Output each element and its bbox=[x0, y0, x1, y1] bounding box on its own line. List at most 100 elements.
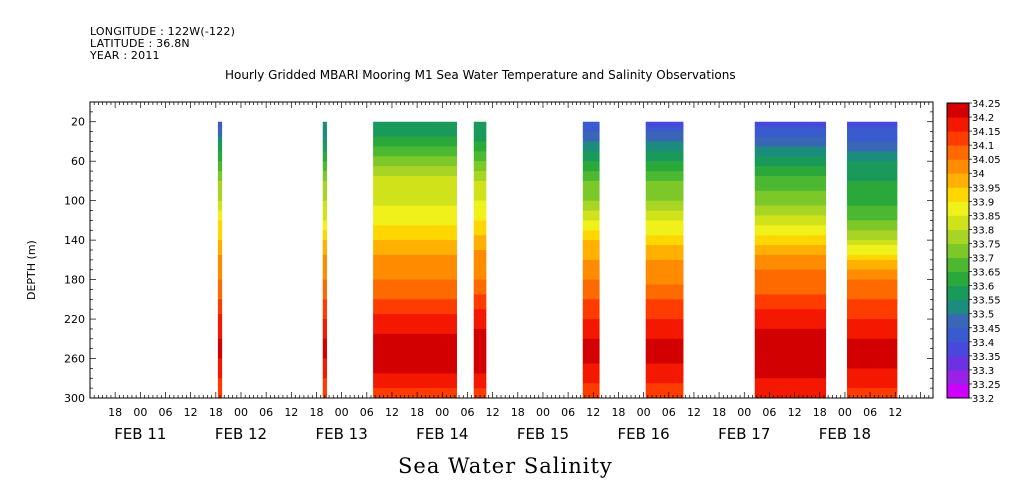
salinity-cell bbox=[754, 378, 827, 384]
salinity-cell bbox=[373, 284, 457, 290]
salinity-cell bbox=[373, 225, 457, 231]
salinity-cell bbox=[217, 309, 223, 315]
salinity-cell bbox=[847, 205, 898, 212]
salinity-cell bbox=[847, 279, 898, 286]
salinity-cell bbox=[373, 230, 457, 236]
salinity-cell bbox=[847, 338, 898, 345]
salinity-cell bbox=[754, 141, 827, 147]
salinity-cell bbox=[754, 136, 827, 142]
salinity-cell bbox=[373, 368, 457, 374]
salinity-cell bbox=[217, 348, 223, 355]
salinity-cell bbox=[847, 343, 898, 350]
x-day-label: FEB 17 bbox=[718, 425, 770, 443]
salinity-cell bbox=[754, 195, 827, 202]
salinity-cell bbox=[847, 363, 898, 369]
salinity-cell bbox=[473, 284, 487, 290]
salinity-cell bbox=[217, 156, 223, 162]
y-tick-label: 140 bbox=[64, 234, 85, 247]
salinity-cell bbox=[645, 254, 684, 261]
salinity-cell bbox=[373, 343, 457, 350]
salinity-cell bbox=[645, 185, 684, 192]
chart-title: Hourly Gridded MBARI Mooring M1 Sea Wate… bbox=[225, 68, 736, 82]
salinity-cell bbox=[217, 230, 223, 236]
x-tick-label: 06 bbox=[158, 406, 172, 419]
salinity-cell bbox=[322, 146, 327, 152]
salinity-cell bbox=[373, 259, 457, 266]
salinity-cell bbox=[754, 353, 827, 360]
salinity-cell bbox=[754, 309, 827, 315]
salinity-cell bbox=[847, 353, 898, 360]
salinity-cell bbox=[373, 245, 457, 251]
salinity-cell bbox=[473, 269, 487, 276]
salinity-cell bbox=[217, 319, 223, 325]
salinity-cell bbox=[847, 121, 898, 128]
salinity-cell bbox=[645, 240, 684, 246]
salinity-cell bbox=[847, 250, 898, 256]
salinity-cell bbox=[473, 363, 487, 369]
salinity-cell bbox=[582, 225, 600, 231]
salinity-cell bbox=[322, 126, 327, 133]
x-tick-label: 06 bbox=[762, 406, 776, 419]
salinity-cell bbox=[322, 324, 327, 330]
salinity-cell bbox=[847, 195, 898, 202]
salinity-cell bbox=[582, 185, 600, 192]
salinity-cell bbox=[582, 353, 600, 360]
salinity-cell bbox=[645, 388, 684, 394]
salinity-cell bbox=[645, 121, 684, 128]
x-tick-label: 00 bbox=[435, 406, 449, 419]
salinity-cell bbox=[322, 210, 327, 216]
salinity-cell bbox=[847, 136, 898, 142]
salinity-cell bbox=[373, 388, 457, 394]
salinity-cell bbox=[847, 176, 898, 182]
colorbar-label: 33.8 bbox=[972, 225, 994, 236]
salinity-cell bbox=[322, 328, 327, 335]
salinity-cell bbox=[582, 304, 600, 310]
salinity-cell bbox=[582, 250, 600, 256]
x-day-label: FEB 12 bbox=[215, 425, 267, 443]
salinity-cell bbox=[847, 190, 898, 197]
salinity-cell bbox=[373, 156, 457, 162]
x-tick-label: 12 bbox=[284, 406, 298, 419]
salinity-cell bbox=[582, 161, 600, 167]
salinity-cell bbox=[847, 259, 898, 266]
salinity-cell bbox=[847, 324, 898, 330]
salinity-cell bbox=[645, 195, 684, 202]
data-segment bbox=[217, 121, 223, 399]
salinity-cell bbox=[322, 309, 327, 315]
salinity-cell bbox=[373, 358, 457, 364]
salinity-cell bbox=[754, 190, 827, 197]
salinity-cell bbox=[217, 304, 223, 310]
salinity-cell bbox=[473, 250, 487, 256]
colorbar-label: 33.9 bbox=[972, 197, 994, 208]
salinity-cell bbox=[217, 195, 223, 202]
salinity-cell bbox=[847, 146, 898, 152]
colorbar-frame bbox=[946, 102, 970, 399]
salinity-cell bbox=[322, 314, 327, 320]
salinity-cell bbox=[217, 363, 223, 369]
salinity-cell bbox=[645, 180, 684, 187]
x-tick-label: 12 bbox=[888, 406, 902, 419]
salinity-cell bbox=[473, 279, 487, 286]
salinity-cell bbox=[847, 240, 898, 246]
salinity-cell bbox=[322, 259, 327, 266]
x-day-label: FEB 15 bbox=[517, 425, 569, 443]
salinity-cell bbox=[754, 176, 827, 182]
salinity-cell bbox=[754, 254, 827, 261]
salinity-cell bbox=[754, 225, 827, 231]
salinity-cell bbox=[847, 348, 898, 355]
salinity-cell bbox=[217, 274, 223, 281]
x-tick-label: 00 bbox=[838, 406, 852, 419]
salinity-cell bbox=[645, 166, 684, 172]
salinity-cell bbox=[373, 176, 457, 182]
salinity-cell bbox=[645, 136, 684, 142]
salinity-cell bbox=[847, 230, 898, 236]
salinity-cell bbox=[847, 309, 898, 315]
salinity-cell bbox=[754, 240, 827, 246]
salinity-cell bbox=[373, 393, 457, 399]
salinity-cell bbox=[645, 205, 684, 212]
salinity-cell bbox=[373, 348, 457, 355]
salinity-cell bbox=[847, 200, 898, 207]
salinity-cell bbox=[754, 383, 827, 389]
salinity-cell bbox=[373, 324, 457, 330]
